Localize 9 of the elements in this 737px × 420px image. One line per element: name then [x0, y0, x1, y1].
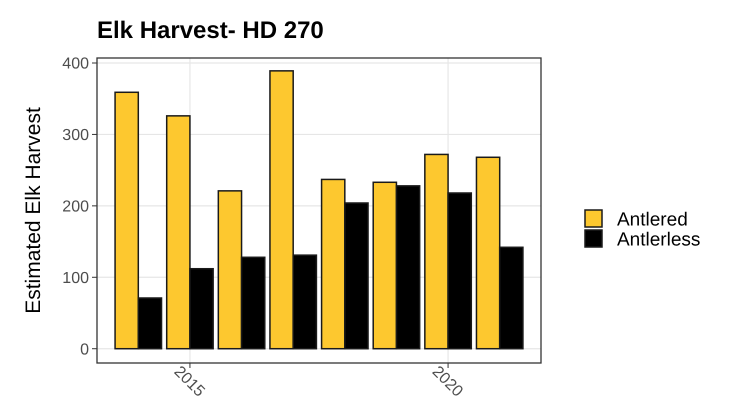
y-tick-label: 0 — [80, 341, 90, 358]
chart-title: Elk Harvest- HD 270 — [97, 17, 324, 44]
legend-label: Antlerless — [617, 230, 700, 251]
legend-label: Antlered — [617, 210, 688, 231]
y-axis-title: Estimated Elk Harvest — [22, 107, 45, 314]
y-tick-label: 400 — [62, 56, 90, 73]
y-tick-label: 300 — [62, 127, 90, 144]
y-tick-label: 100 — [62, 270, 90, 287]
y-tick-label: 200 — [62, 198, 90, 216]
